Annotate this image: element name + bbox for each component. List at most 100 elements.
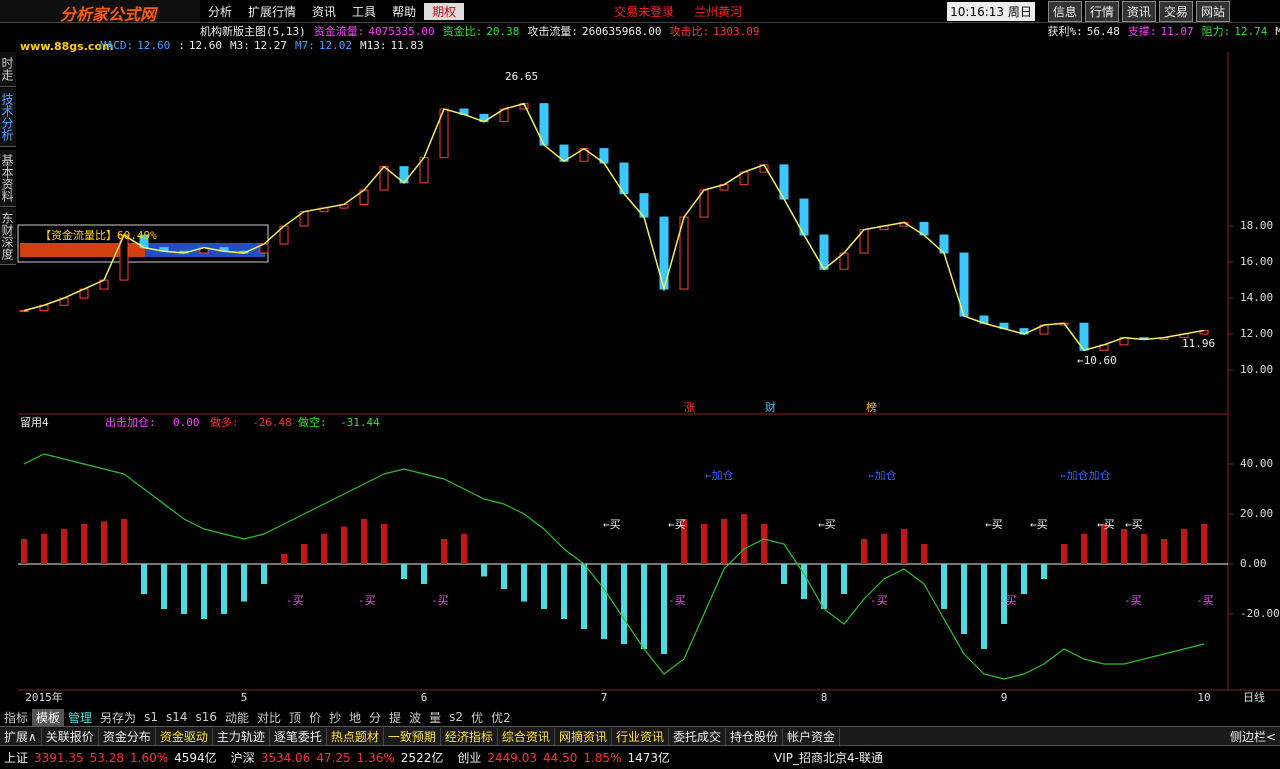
quick-button[interactable]: 信息 [1047, 0, 1082, 22]
index-value: 3391.35 [34, 750, 84, 765]
indicator-line [23, 453, 1205, 680]
toolbar-item[interactable]: 管理 [68, 710, 93, 725]
menu-item[interactable]: 期权 [424, 2, 465, 20]
tab[interactable]: 扩展∧ [0, 727, 42, 745]
toolbar-item[interactable]: 地 [349, 710, 362, 725]
menu-item[interactable]: 分析 [208, 4, 233, 19]
y-tick-label: 12.00 [1240, 327, 1273, 340]
tab[interactable]: 帐户资金 [783, 727, 841, 745]
sidebar-toggle[interactable]: 侧边栏< [1229, 729, 1276, 744]
toolbar-item[interactable]: 指标 [4, 710, 29, 725]
legend-label: 出击加仓: [105, 415, 156, 429]
tab[interactable]: 关联报价 [42, 727, 99, 745]
toolbar-item[interactable]: 优2 [491, 710, 511, 725]
bar [801, 564, 807, 599]
chart-annotation: 涨 [684, 401, 695, 414]
tab[interactable]: 资金驱动 [156, 727, 213, 745]
menu-item[interactable]: 资讯 [312, 4, 337, 19]
tab[interactable]: 一致预期 [384, 727, 441, 745]
info-label: 机构新版主图(5,13) [200, 25, 306, 38]
bar [881, 534, 887, 564]
bar [701, 524, 707, 564]
bar [181, 564, 187, 614]
chart-annotation: ←加仓 [868, 468, 897, 482]
legend-value: -31.44 [340, 416, 380, 429]
tab[interactable]: 主力轨迹 [213, 727, 270, 745]
info-value: 11.07 [1160, 25, 1194, 38]
tab[interactable]: 综合资讯 [498, 727, 555, 745]
toolbar-item[interactable]: 另存为 [100, 710, 137, 725]
bar [121, 519, 127, 564]
bar [1121, 529, 1127, 564]
tab[interactable]: 经济指标 [441, 727, 498, 745]
bar [1001, 564, 1007, 624]
toolbar-item[interactable]: 优 [471, 710, 484, 725]
toolbar-item[interactable]: s2 [449, 710, 464, 724]
tab[interactable]: 逐笔委托 [270, 727, 327, 745]
logo-url: www.88gs.com [20, 40, 114, 53]
chart-annotation: -买 [1196, 594, 1214, 607]
bar [581, 564, 587, 629]
chart-annotation: 榜 [866, 400, 877, 414]
trade-status[interactable]: 交易未登录 [614, 4, 675, 19]
bar [861, 539, 867, 564]
status-bar: 上证 3391.35 53.28 1.60% 4594亿 沪深 3534.06 47.25 1.… [0, 745, 1280, 769]
quick-button[interactable]: 行情 [1084, 0, 1119, 22]
menu: 分析 扩展行情 资讯 工具 帮助 期权 [200, 2, 465, 20]
toolbar-item[interactable]: 抄 [329, 710, 342, 725]
chart-annotation: ←买 [1125, 518, 1143, 531]
side-tab[interactable]: 技术分析 [0, 88, 16, 147]
info-item: 攻击流量: 260635968.00 [527, 24, 665, 38]
quick-button[interactable]: 网站 [1195, 0, 1230, 22]
tab[interactable]: 网摘资讯 [555, 727, 612, 745]
info-value: 260635968.00 [581, 25, 662, 38]
x-tick-label: 6 [421, 691, 428, 704]
logo-text: 分析家公式网 [60, 5, 157, 23]
period-label: 日线 [1243, 690, 1265, 704]
bar [1081, 534, 1087, 564]
chart-annotation: ←买 [985, 518, 1003, 531]
toolbar-item[interactable]: 价 [309, 710, 322, 725]
index-name: 创业 [457, 751, 482, 765]
toolbar-item[interactable]: 对比 [257, 710, 282, 725]
ma-value: 12.60 [137, 38, 171, 52]
menu-bar: 分析家公式网 分析 扩展行情 资讯 工具 帮助 期权 交易未登录 兰州黄河 10:16:1… [0, 0, 1280, 23]
bar [821, 564, 827, 609]
toolbar-item[interactable]: 提 [389, 710, 402, 725]
tab[interactable]: 持仓股份 [726, 727, 783, 745]
toolbar-item[interactable]: 顶 [289, 710, 302, 725]
ma-item: M7: 12.02 [295, 39, 356, 52]
index-pct: 1.60% [130, 750, 169, 765]
ma-item: MACD: 12.60 [100, 39, 174, 52]
side-tab[interactable]: 东财深度 [0, 208, 16, 265]
ma-item: :12.60 [178, 39, 226, 52]
info-label: 支撑: [1127, 25, 1157, 38]
menu-item[interactable]: 工具 [352, 4, 377, 19]
bar [1201, 524, 1207, 564]
toolbar-item[interactable]: s14 [165, 710, 188, 724]
box-label: 【资金流量比】60.49% [40, 228, 157, 242]
menu-item[interactable]: 帮助 [392, 4, 417, 19]
toolbar-item[interactable]: s16 [195, 710, 218, 724]
bar [81, 524, 87, 564]
toolbar-item[interactable]: 模板 [32, 708, 65, 726]
y-tick-label: 16.00 [1240, 255, 1273, 268]
quick-button[interactable]: 资讯 [1121, 0, 1156, 22]
side-tab[interactable]: 基本资料 [0, 150, 16, 207]
menu-item[interactable]: 扩展行情 [248, 4, 297, 19]
side-tab[interactable]: 时走势 [0, 52, 16, 87]
toolbar-item[interactable]: 量 [429, 710, 442, 725]
tab[interactable]: 资金分布 [99, 727, 156, 745]
ma-value: 12.27 [253, 38, 287, 52]
tab[interactable]: 委托成交 [669, 727, 726, 745]
quick-button[interactable]: 交易 [1158, 0, 1193, 22]
toolbar-item[interactable]: s1 [144, 710, 158, 724]
toolbar-item[interactable]: 波 [409, 710, 422, 725]
tab[interactable]: 热点题材 [327, 727, 384, 745]
ma-item: M3: 12.27 [230, 39, 291, 52]
info-item: 阻力: 12.74 [1202, 24, 1272, 38]
x-tick-label: 9 [1001, 691, 1008, 704]
toolbar-item[interactable]: 分 [369, 710, 382, 725]
tab[interactable]: 行业资讯 [612, 727, 669, 745]
toolbar-item[interactable]: 动能 [225, 710, 250, 725]
